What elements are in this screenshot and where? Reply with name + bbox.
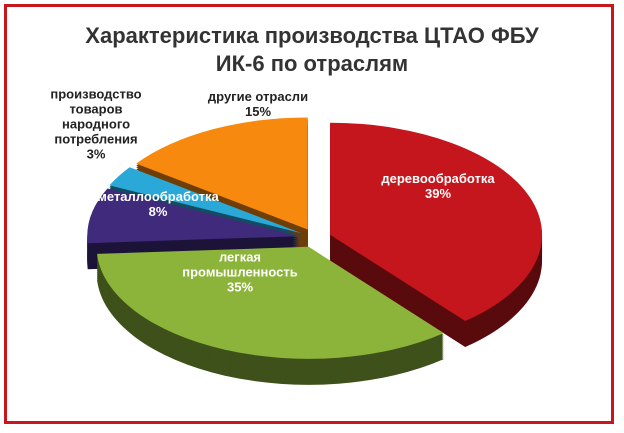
chart-title: Характеристика производства ЦТАО ФБУ ИК-…	[85, 23, 539, 76]
slice	[109, 167, 302, 234]
slice-label: производство товаров народного потреблен…	[36, 87, 156, 162]
slice	[330, 122, 543, 322]
value-label: 15%	[244, 104, 272, 119]
slice-label: другие отрасли 15%	[178, 89, 338, 119]
slice-label: металлообработка 8%	[78, 189, 238, 219]
slice	[87, 188, 300, 244]
category-label: деревообработка	[381, 171, 495, 186]
slice-label: деревообработка 39%	[358, 171, 518, 201]
value-label: 39%	[424, 186, 452, 201]
value-label: 3%	[86, 146, 106, 162]
slice	[136, 117, 308, 230]
category-label: легкая промышленность	[182, 249, 298, 280]
category-label: производство товаров народного потреблен…	[50, 86, 142, 147]
slice-label: легкая промышленность 35%	[160, 250, 320, 295]
frame	[4, 4, 614, 424]
value-label: 35%	[226, 279, 254, 295]
category-label: металлообработка	[97, 189, 219, 204]
slice	[97, 246, 444, 359]
category-label: другие отрасли	[207, 89, 309, 104]
value-label: 8%	[148, 204, 168, 219]
